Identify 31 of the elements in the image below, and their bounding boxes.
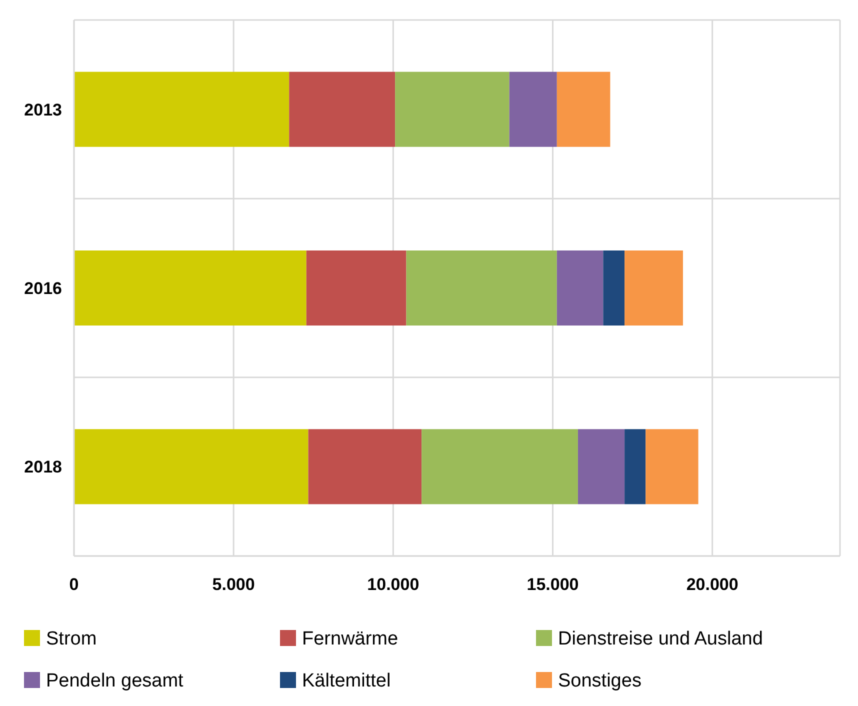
y-tick-label: 2016 xyxy=(24,278,62,298)
legend-label: Fernwärme xyxy=(302,628,398,650)
bar xyxy=(74,72,290,147)
bar xyxy=(422,429,578,504)
y-tick-label: 2018 xyxy=(24,458,62,477)
bar xyxy=(74,429,308,504)
legend-label: Sonstiges xyxy=(558,670,642,692)
bar xyxy=(395,72,510,147)
legend-label: Dienstreise und Ausland xyxy=(558,628,763,650)
y-tick-label: 2013 xyxy=(24,100,62,120)
bar xyxy=(646,429,698,504)
bar xyxy=(74,250,306,326)
bar xyxy=(556,72,610,147)
bar xyxy=(289,72,396,147)
legend-label: Strom xyxy=(46,628,97,650)
bar xyxy=(603,250,625,326)
x-tick-label: 10.000 xyxy=(367,575,420,594)
legend-label: Pendeln gesamt xyxy=(46,670,184,692)
bar xyxy=(624,250,683,326)
x-tick-label: 15.000 xyxy=(526,575,579,594)
x-tick-label: 20.000 xyxy=(686,575,738,594)
bar xyxy=(624,429,646,504)
legend-label: Kältemittel xyxy=(302,670,391,692)
bar xyxy=(406,250,557,326)
bar xyxy=(306,250,406,326)
bar xyxy=(556,250,604,326)
x-tick-label: 5.000 xyxy=(212,575,255,594)
bar xyxy=(578,429,625,504)
bar xyxy=(308,429,422,504)
bar xyxy=(509,72,557,147)
x-tick-label: 0 xyxy=(69,575,79,594)
